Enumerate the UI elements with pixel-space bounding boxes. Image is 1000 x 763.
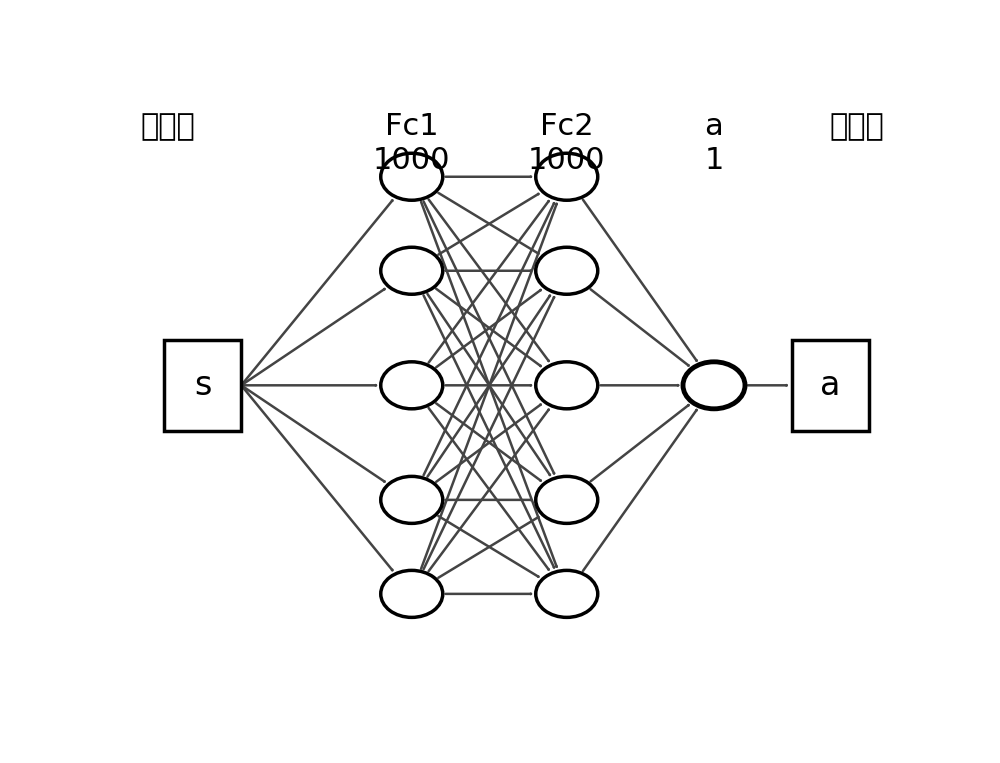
Circle shape [683,362,745,409]
Circle shape [381,476,443,523]
Text: s: s [194,369,211,402]
Text: 输入层: 输入层 [140,112,195,141]
Circle shape [381,362,443,409]
Circle shape [536,247,598,295]
Circle shape [381,153,443,200]
Circle shape [381,571,443,617]
Circle shape [381,247,443,295]
FancyBboxPatch shape [792,340,869,431]
Circle shape [536,362,598,409]
Circle shape [536,571,598,617]
Text: Fc2
1000: Fc2 1000 [528,112,606,175]
Circle shape [536,153,598,200]
Circle shape [536,476,598,523]
Text: 输出层: 输出层 [830,112,885,141]
Text: a: a [820,369,840,402]
Text: Fc1
1000: Fc1 1000 [373,112,450,175]
Text: a
1: a 1 [704,112,724,175]
FancyBboxPatch shape [164,340,241,431]
